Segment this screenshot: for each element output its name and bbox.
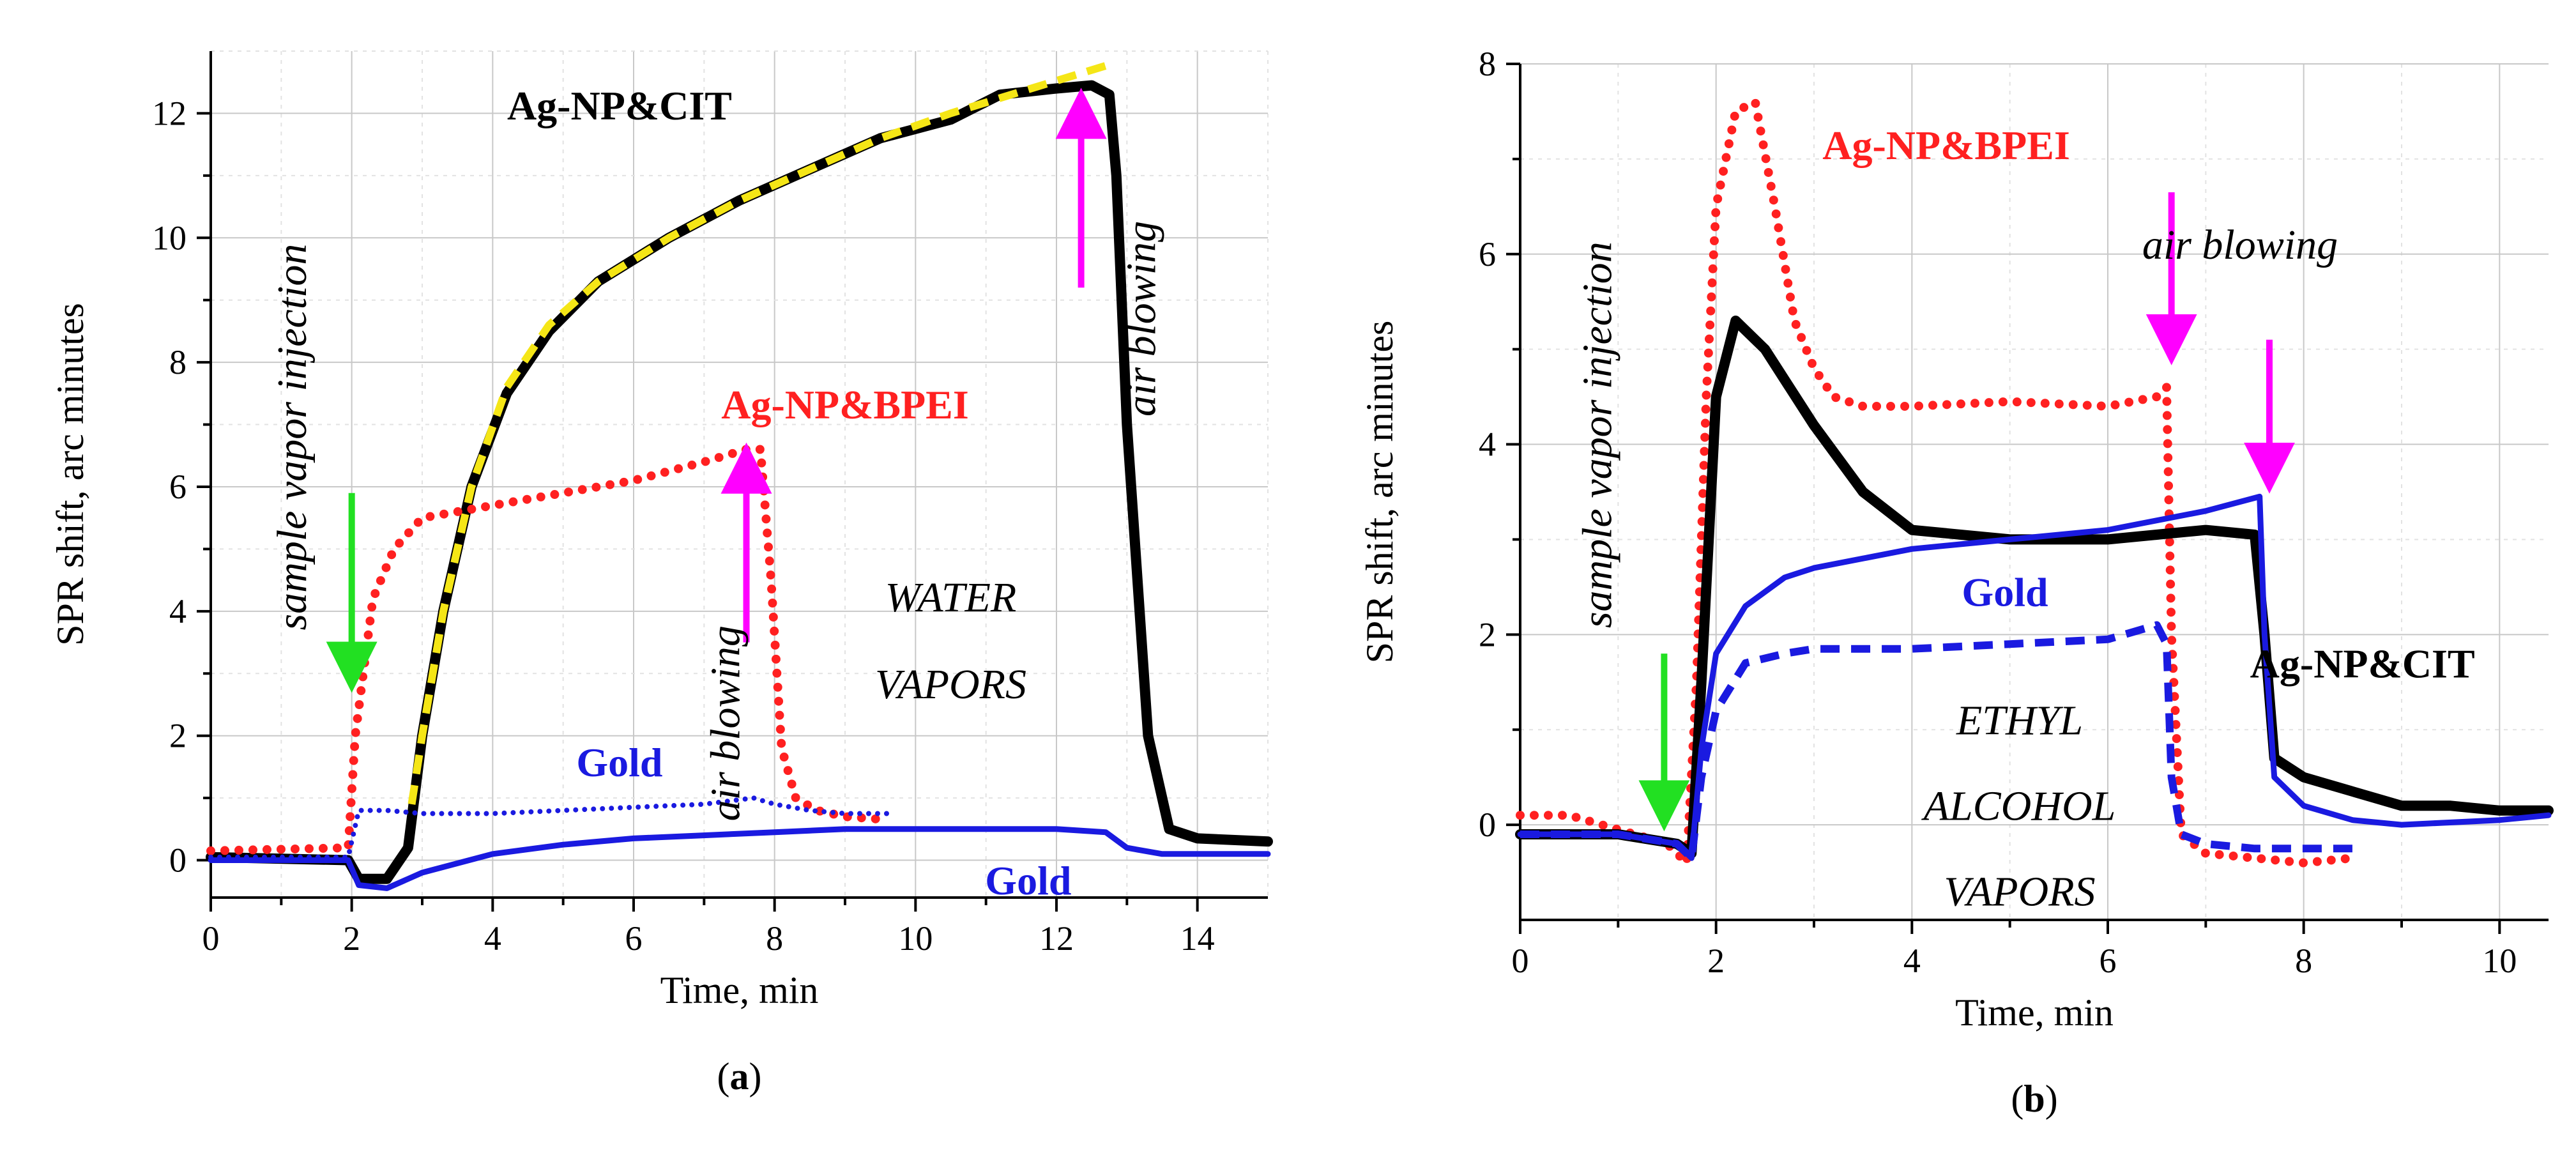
series-line-ag-np-bpei — [1516, 97, 2358, 868]
annotation-text: ALCOHOL — [1921, 783, 2116, 830]
series-label: Ag-NP&CIT — [2250, 641, 2475, 686]
x-tick-label: 0 — [202, 919, 220, 958]
x-tick-label: 14 — [1180, 919, 1215, 958]
x-tick-label: 6 — [625, 919, 643, 958]
series-line-gold-dotted- — [208, 795, 897, 860]
x-tick-label: 2 — [343, 919, 360, 958]
annotation-text: ETHYL — [1956, 698, 2083, 744]
y-tick-label: 12 — [152, 94, 187, 132]
y-tick-label: 6 — [1479, 235, 1496, 273]
annotation-text: sample vapor injection — [1574, 241, 1621, 628]
series-line-gold-dashed- — [1520, 621, 2353, 862]
y-axis-title: SPR shift, arc minutes — [49, 303, 91, 646]
annotation-text: WATER — [885, 574, 1017, 621]
panel-label: (a) — [717, 1055, 762, 1098]
y-tick-label: 6 — [169, 468, 187, 506]
panel-label-letter: b — [2023, 1078, 2045, 1120]
series-line-fit — [408, 59, 1115, 805]
series-label: Ag-NP&CIT — [507, 83, 732, 128]
x-axis-title: Time, min — [660, 969, 819, 1011]
y-tick-label: 0 — [169, 841, 187, 880]
y-tick-label: 10 — [152, 218, 187, 257]
y-tick-label: 2 — [1479, 615, 1496, 654]
series-label: Ag-NP&BPEI — [1822, 123, 2070, 168]
annotation-text: air blowing — [1118, 221, 1164, 417]
annotation-text: air blowing — [2142, 222, 2338, 268]
x-tick-label: 8 — [2295, 942, 2312, 980]
series-label: Ag-NP&BPEI — [721, 382, 969, 427]
x-tick-label: 0 — [1512, 942, 1529, 980]
panel-label: (b) — [2011, 1078, 2057, 1120]
y-tick-label: 4 — [169, 592, 187, 631]
panel-label-open: ( — [2011, 1078, 2023, 1120]
annotation-text: air blowing — [703, 625, 749, 821]
annotation-text: VAPORS — [1944, 869, 2095, 915]
panel-label-close: ) — [2045, 1078, 2058, 1120]
annotation-text: VAPORS — [875, 661, 1026, 708]
series-label: Gold — [576, 740, 662, 785]
series-label: Gold — [985, 858, 1071, 903]
series-line-ag-np-bpei — [206, 445, 892, 855]
y-tick-label: 2 — [169, 717, 187, 755]
x-tick-label: 2 — [1707, 942, 1725, 980]
x-tick-label: 10 — [898, 919, 933, 958]
panel-label-letter: a — [730, 1055, 749, 1098]
chart-panel-b: 0 2 4 6 8 10 0 2 4 6 8 Time, min SPR shift, arc minu… — [1359, 45, 2554, 1120]
y-tick-label: 8 — [169, 343, 187, 381]
y-tick-label: 0 — [1479, 806, 1496, 844]
x-tick-label: 4 — [484, 919, 501, 958]
panel-label-close: ) — [749, 1055, 762, 1098]
x-axis-title: Time, min — [1955, 991, 2114, 1034]
y-tick-label: 8 — [1479, 45, 1496, 83]
x-tick-label: 12 — [1039, 919, 1074, 958]
x-tick-label: 4 — [1903, 942, 1921, 980]
chart-panel-a: 0 2 4 6 8 10 12 14 0 2 4 6 8 10 12 Time, min SPR shift, … — [49, 50, 1273, 1098]
annotation-text: sample vapor injection — [269, 244, 316, 631]
series-line-gold — [208, 826, 1271, 891]
x-tick-label: 6 — [2100, 942, 2117, 980]
y-axis-title: SPR shift, arc minutes — [1359, 321, 1401, 664]
panel-label-open: ( — [717, 1055, 730, 1098]
y-tick-label: 4 — [1479, 425, 1496, 464]
series-label: Gold — [1962, 570, 2048, 615]
x-tick-label: 8 — [766, 919, 783, 958]
x-tick-label: 10 — [2482, 942, 2517, 980]
